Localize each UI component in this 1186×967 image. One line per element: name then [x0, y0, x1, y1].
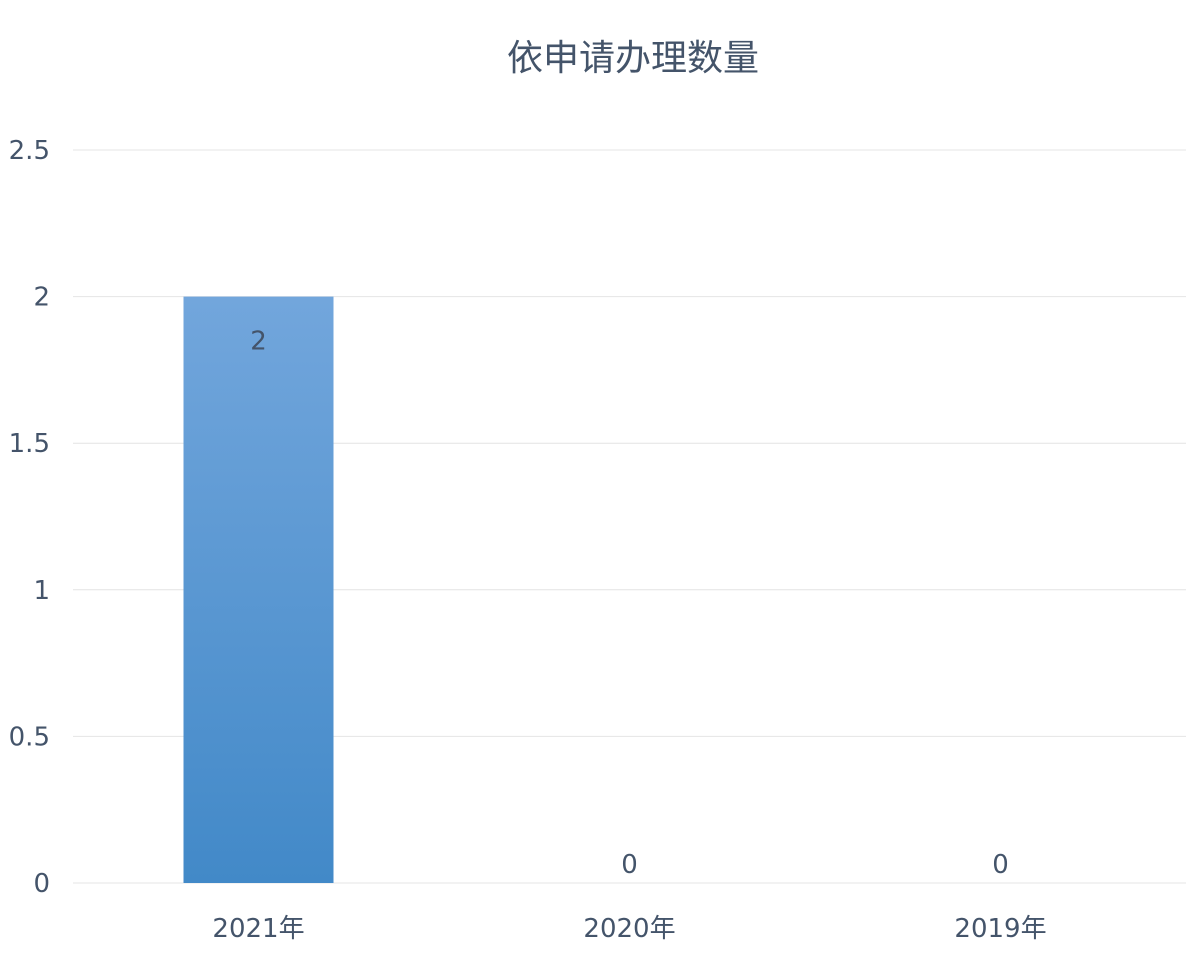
x-tick-label: 2020年 — [583, 914, 675, 944]
y-tick-label: 0 — [33, 869, 50, 899]
y-tick-label: 0.5 — [9, 722, 50, 752]
data-label: 0 — [992, 850, 1009, 880]
data-label: 0 — [621, 850, 638, 880]
data-label: 2 — [250, 327, 267, 357]
x-tick-label: 2021年 — [212, 914, 304, 944]
y-tick-label: 2 — [33, 283, 50, 313]
y-tick-label: 2.5 — [9, 136, 50, 166]
x-tick-label: 2019年 — [954, 914, 1046, 944]
bar-2021年 — [183, 296, 334, 884]
y-tick-label: 1 — [33, 576, 50, 606]
chart-title: 依申请办理数量 — [507, 38, 759, 79]
y-tick-label: 1.5 — [9, 429, 50, 459]
